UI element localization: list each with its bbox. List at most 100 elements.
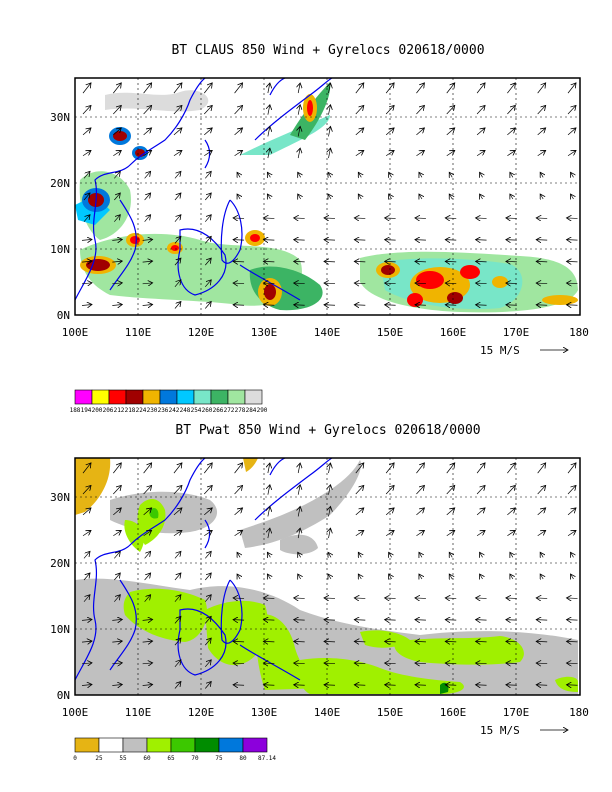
claus-frame [74, 77, 581, 316]
wind-vector [328, 552, 331, 557]
pwat-colorbar: 0 25 55 60 65 70 75 80 87.14 [73, 737, 276, 762]
wind-vector [385, 508, 394, 516]
wind-vector [81, 641, 92, 642]
wind-vector [506, 261, 517, 262]
wind-vector [174, 573, 181, 581]
wind-vector [294, 261, 305, 262]
wind-vector [324, 305, 336, 306]
wind-vector [537, 128, 546, 136]
wind-vector [445, 685, 457, 686]
wind-vector [385, 150, 394, 157]
wind-vector [82, 83, 91, 94]
wind-vector [234, 128, 243, 136]
wind-vector [507, 485, 515, 495]
wind-vector [567, 598, 578, 599]
wind-vector [113, 530, 121, 537]
wind-vector [82, 128, 91, 136]
pwat-frame [74, 457, 581, 696]
wind-vector [112, 283, 122, 284]
wind-vector [480, 552, 483, 557]
wind-vector [415, 305, 426, 306]
wind-vector [385, 218, 396, 219]
wind-vector [142, 663, 153, 664]
wind-vector [536, 218, 548, 219]
wind-vector [415, 685, 426, 686]
colorbar-swatch [146, 737, 172, 753]
wind-vector [233, 598, 245, 599]
wind-vector [416, 128, 424, 136]
wind-vector [419, 574, 422, 579]
colorbar-label: 212 [114, 407, 125, 414]
wind-vector [415, 283, 426, 284]
x-tick: 180 [569, 706, 589, 719]
wind-vector [571, 172, 574, 177]
wind-vector [567, 463, 576, 474]
wind-vector [506, 620, 517, 621]
x-tick: 160E [440, 326, 467, 339]
wind-vector [449, 172, 452, 177]
wind-vector [114, 551, 120, 559]
colorbar-label: 200 [92, 407, 103, 414]
wind-vector [204, 616, 211, 624]
wind-vector [263, 598, 275, 599]
wind-vector [329, 83, 331, 94]
wind-vector [233, 261, 245, 262]
wind-vector [416, 83, 424, 94]
wind-vector [268, 148, 270, 159]
wind-vector [203, 83, 212, 94]
pwat-field [75, 458, 578, 695]
wind-vector [507, 508, 515, 516]
wind-vector [113, 150, 121, 157]
wind-vector [233, 218, 245, 219]
wind-vector [567, 305, 578, 306]
wind-vector [506, 218, 517, 219]
y-tick: 30N [50, 491, 70, 504]
wind-vector [354, 218, 366, 219]
colorbar-swatch [122, 737, 148, 753]
wind-vector [142, 619, 153, 620]
wind-vector [144, 551, 151, 559]
wind-vector [567, 150, 576, 157]
claus-field [75, 78, 578, 313]
wind-vector [324, 685, 336, 686]
wind-vector [142, 305, 153, 306]
wind-vector [506, 598, 517, 599]
wind-vector [354, 283, 366, 284]
wind-vector [567, 530, 576, 537]
colorbar-label: 218 [125, 407, 136, 414]
wind-vector [204, 682, 211, 689]
wind-vector [385, 463, 394, 474]
wind-vector [567, 641, 578, 642]
colorbar-label: 70 [191, 755, 199, 762]
claus-x-ticks: 100E 110E 120E 130E 140E 150E 160E 170E … [62, 326, 589, 339]
wind-vector [324, 663, 336, 664]
colorbar-label: 25 [95, 755, 103, 762]
wind-vector [324, 598, 336, 599]
wind-vector [237, 552, 240, 557]
wind-vector [298, 528, 300, 539]
pwat-x-ticks: 100E 110E 120E 130E 140E 150E 160E 170E … [62, 706, 589, 719]
wind-vector [355, 530, 364, 537]
colorbar-label: 206 [103, 407, 114, 414]
wind-vector [445, 663, 457, 664]
claus-reference-vector: 15 M/S [480, 344, 568, 357]
wind-vector [204, 302, 211, 309]
wind-vector [112, 685, 122, 686]
wind-vector [298, 148, 300, 159]
claus-y-ticks: 0N 10N 20N 30N [50, 111, 70, 322]
colorbar-label: 254 [191, 407, 202, 414]
colorbar-swatch [91, 389, 110, 405]
wind-vector [204, 595, 211, 602]
colorbar-swatch [170, 737, 196, 753]
wind-vector [174, 236, 181, 244]
wind-vector [536, 663, 548, 664]
wind-vector [113, 83, 121, 94]
pwat-grid [75, 458, 580, 695]
wind-vector [204, 128, 212, 136]
wind-vector [416, 150, 424, 157]
wind-vector [536, 261, 548, 262]
wind-vector [263, 218, 275, 219]
wind-vector [536, 641, 548, 642]
wind-vector [83, 215, 90, 222]
wind-vector [476, 240, 487, 241]
